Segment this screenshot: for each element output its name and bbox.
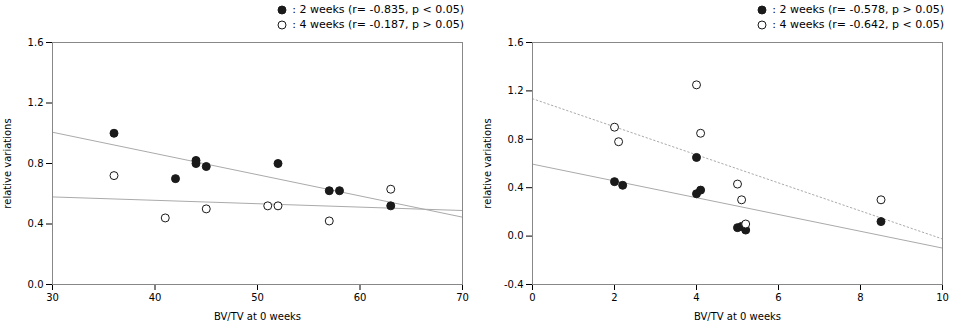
svg-text:1.6: 1.6 (508, 37, 524, 48)
svg-text:6: 6 (775, 292, 781, 303)
svg-text:10: 10 (936, 292, 949, 303)
svg-text:relative variations: relative variations (482, 118, 493, 208)
html-text:: 4 weeks (r= -0.187, p > 0.05: : 4 weeks (r= -0.187, p > 0.05) (292, 18, 464, 31)
svg-text:1.6: 1.6 (28, 37, 44, 48)
svg-text:0.0: 0.0 (508, 230, 524, 241)
svg-text:2: 2 (611, 292, 617, 303)
svg-text:0.0: 0.0 (28, 279, 44, 290)
svg-text:4: 4 (693, 292, 699, 303)
html-text:: 4 weeks (r= -0.642, p < 0.05: : 4 weeks (r= -0.642, p < 0.05) (772, 18, 944, 31)
svg-text:0.4: 0.4 (28, 218, 44, 229)
svg-text:BV/TV at 0 weeks: BV/TV at 0 weeks (214, 311, 301, 322)
svg-text:70: 70 (456, 292, 469, 303)
svg-text:BV/TV at 0 weeks: BV/TV at 0 weeks (694, 311, 781, 322)
svg-text:0.8: 0.8 (508, 134, 524, 145)
svg-text:60: 60 (354, 292, 367, 303)
svg-text:30: 30 (46, 292, 59, 303)
svg-text:8: 8 (857, 292, 863, 303)
svg-text:0: 0 (529, 292, 535, 303)
svg-text:0.4: 0.4 (508, 182, 524, 193)
html-text:: 2 weeks (r= -0.578, p > 0.05: : 2 weeks (r= -0.578, p > 0.05) (772, 3, 944, 16)
svg-text:-0.4: -0.4 (504, 279, 524, 290)
svg-text:1.2: 1.2 (28, 97, 44, 108)
html-text:: 2 weeks (r= -0.835, p < 0.05: : 2 weeks (r= -0.835, p < 0.05) (292, 3, 464, 16)
svg-text:relative variations: relative variations (2, 118, 13, 208)
svg-text:1.2: 1.2 (508, 85, 524, 96)
svg-text:50: 50 (251, 292, 264, 303)
svg-text:0.8: 0.8 (28, 158, 44, 169)
svg-text:40: 40 (149, 292, 162, 303)
